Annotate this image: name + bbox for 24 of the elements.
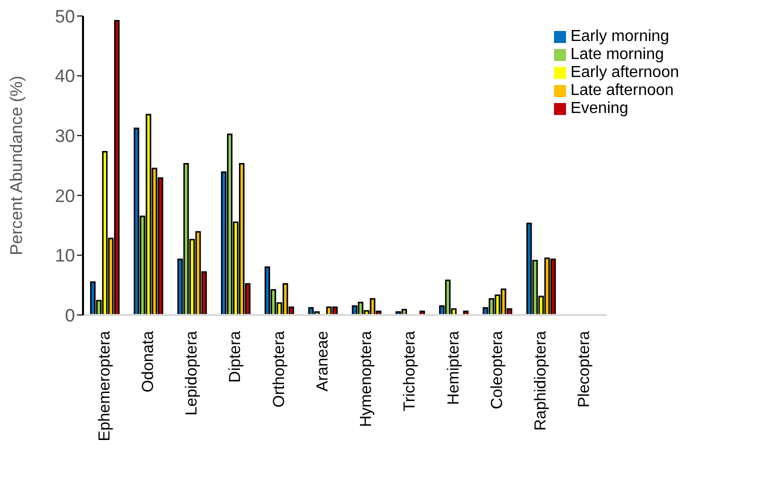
x-tick-label: Lepidoptera	[184, 330, 201, 416]
x-tick-label: Odonata	[140, 330, 157, 392]
x-tick-label: Coleoptera	[488, 330, 506, 410]
x-tick-label: Trichoptera	[402, 330, 419, 412]
legend-label: Late morning	[570, 46, 664, 63]
legend-label: Evening	[570, 100, 628, 117]
x-tick-label: Hymenoptera	[358, 330, 376, 428]
x-tick-label: Ephemeroptera	[96, 330, 114, 442]
legend-label: Early afternoon	[570, 64, 679, 81]
y-tick-label: 50	[54, 6, 75, 26]
x-tick-label: Hemiptera	[445, 330, 462, 405]
y-tick-label: 10	[54, 246, 75, 266]
x-tick-label: Plecoptera	[576, 330, 594, 408]
y-tick-label: 20	[54, 186, 75, 206]
y-tick-label: 0	[64, 305, 75, 326]
y-tick-label: 30	[54, 126, 75, 146]
x-tick-label: Raphidioptera	[532, 330, 550, 431]
legend-label: Late afternoon	[570, 82, 674, 99]
x-tick-label: Orthoptera	[270, 330, 288, 408]
x-tick-label: Diptera	[227, 330, 244, 383]
x-tick-label: Araneae	[314, 330, 332, 392]
y-tick-label: 40	[54, 66, 75, 86]
y-axis-title: Percent Abundance (%)	[7, 76, 26, 256]
legend-label: Early morning	[570, 28, 670, 45]
